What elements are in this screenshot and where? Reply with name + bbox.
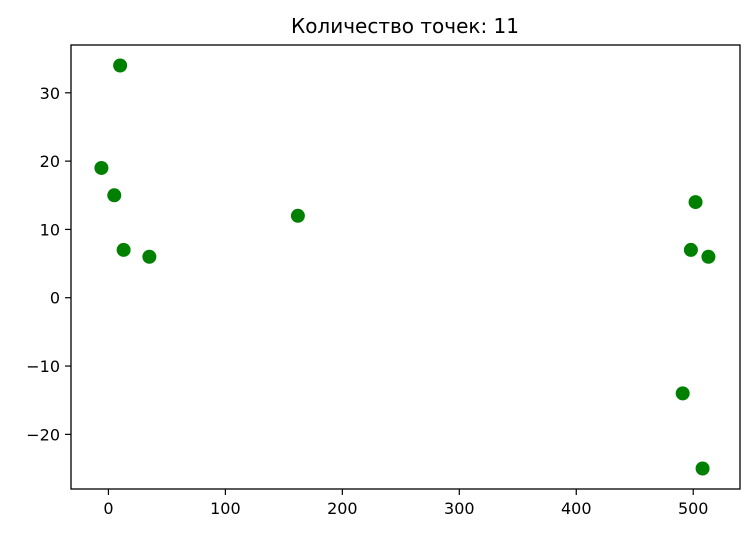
x-tick-label-500: 500: [678, 499, 709, 518]
data-point-9: [701, 249, 716, 264]
data-point-8: [683, 242, 698, 257]
y-tick-label--20: −20: [26, 425, 60, 444]
data-point-2: [94, 160, 109, 175]
y-tick-label-10: 10: [40, 220, 60, 239]
x-tick-label-0: 0: [103, 499, 113, 518]
y-tick-label-30: 30: [40, 84, 60, 103]
plot-area: 0 100 200 300 400 500 −20 −10 0 10 20 30: [26, 44, 741, 518]
x-tick-label-400: 400: [561, 499, 592, 518]
x-tick-label-200: 200: [327, 499, 358, 518]
data-point-7: [688, 195, 703, 210]
y-tick-label-20: 20: [40, 152, 60, 171]
data-point-6: [290, 208, 305, 223]
x-tick-label-100: 100: [210, 499, 241, 518]
chart-title: Количество точек: 11: [291, 14, 519, 38]
data-point-10: [675, 386, 690, 401]
data-point-3: [107, 188, 122, 203]
plot-frame: [70, 44, 741, 490]
x-tick-label-300: 300: [444, 499, 475, 518]
y-tick-label-0: 0: [50, 289, 60, 308]
data-point-1: [113, 58, 128, 73]
data-point-4: [116, 242, 131, 257]
y-tick-label--10: −10: [26, 357, 60, 376]
data-point-11: [695, 461, 710, 476]
data-point-5: [142, 249, 157, 264]
